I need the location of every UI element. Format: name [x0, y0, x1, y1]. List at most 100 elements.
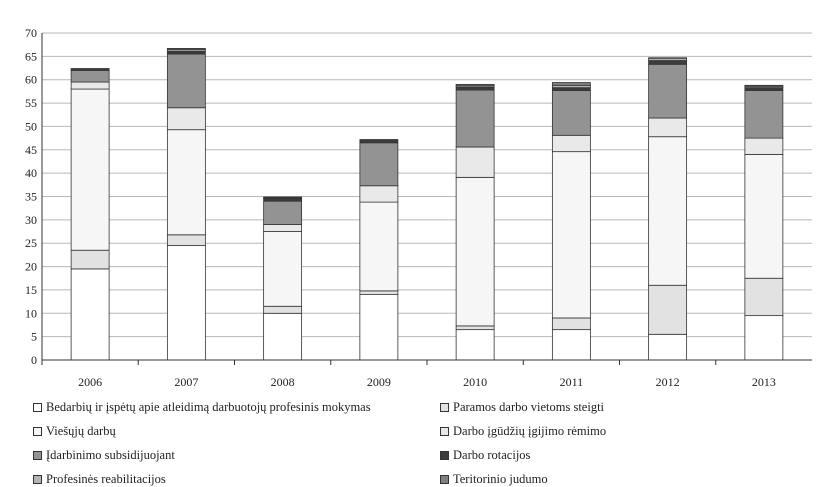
y-tick-label: 20: [25, 260, 37, 274]
bar-segment: [551, 151, 591, 319]
legend-label: Viešųjų darbų: [46, 424, 116, 438]
x-tick-label: 2007: [174, 375, 198, 389]
bar-segment: [455, 325, 495, 331]
bar-segment: [648, 63, 688, 119]
bar-segment: [263, 200, 303, 225]
y-tick-label: 40: [25, 166, 37, 180]
bar-segment: [263, 305, 303, 314]
legend-item: Paramos darbo vietoms steigti: [440, 400, 604, 415]
legend-swatch: [440, 427, 449, 436]
bar-segment: [648, 284, 688, 335]
y-tick-label: 45: [25, 143, 37, 157]
legend-label: Bedarbių ir įspėtų apie atleidimą darbuo…: [46, 400, 371, 414]
legend-swatch: [440, 451, 449, 460]
bar-segment: [455, 176, 495, 327]
bar-segment: [70, 81, 110, 90]
bar-segment: [359, 185, 399, 203]
legend-swatch: [33, 475, 42, 484]
legend-item: Darbo įgūdžių įgijimo rėmimo: [440, 424, 606, 439]
legend-swatch: [33, 403, 42, 412]
legend-label: Darbo rotacijos: [453, 448, 531, 462]
bar-segment: [744, 277, 784, 317]
x-tick-label: 2011: [560, 375, 584, 389]
x-tick-label: 2010: [463, 375, 487, 389]
y-tick-label: 0: [31, 353, 37, 367]
bar-segment: [359, 201, 399, 292]
bar-segment: [263, 231, 303, 307]
y-tick-label: 70: [25, 26, 37, 40]
bar-segment: [70, 69, 110, 83]
bar-segment: [359, 139, 399, 144]
y-tick-label: 15: [25, 283, 37, 297]
legend-swatch: [440, 403, 449, 412]
legend-swatch: [440, 475, 449, 484]
bar-segment: [166, 107, 206, 131]
bar-segment: [359, 290, 399, 295]
legend-item: Įdarbinimo subsidijuojant: [33, 448, 175, 463]
gridlines: [42, 32, 812, 361]
bar-segment: [70, 249, 110, 270]
bar-segment: [744, 315, 784, 361]
bar-segment: [648, 60, 688, 65]
legend-label: Paramos darbo vietoms steigti: [453, 400, 605, 414]
x-axis-tick-labels: 2006 2007 2008 2009 2010 2011 2012 2013: [41, 360, 776, 389]
legend-item: Teritorinio judumo: [440, 472, 548, 487]
bar-segment: [744, 137, 784, 155]
y-tick-label: 30: [25, 213, 37, 227]
bar-segment: [70, 68, 110, 71]
legend-item: Bedarbių ir įspėtų apie atleidimą darbuo…: [33, 400, 371, 415]
y-tick-label: 25: [25, 236, 37, 250]
bar-segment: [166, 50, 206, 55]
bar-segment: [744, 90, 784, 139]
bars: [70, 48, 784, 361]
legend-label: Darbo įgūdžių įgijimo rėmimo: [453, 424, 607, 438]
bar-segment: [359, 142, 399, 187]
legend-item: Viešųjų darbų: [33, 424, 116, 439]
x-tick-label: 2013: [752, 375, 776, 389]
bar-segment: [455, 329, 495, 361]
y-tick-label: 50: [25, 119, 37, 133]
bar-segment: [70, 88, 110, 251]
legend: Bedarbių ir įspėtų apie atleidimą darbuo…: [0, 396, 820, 487]
y-tick-label: 60: [25, 73, 37, 87]
y-tick-label: 10: [25, 306, 37, 320]
bar-segment: [455, 83, 495, 87]
bar-segment: [263, 224, 303, 232]
bar-segment: [166, 129, 206, 236]
bar-segment: [551, 317, 591, 331]
bar-segment: [551, 82, 591, 86]
bar-segment: [166, 245, 206, 361]
bar-segment: [551, 90, 591, 136]
bar-segment: [455, 89, 495, 148]
legend-label: Profesinės reabilitacijos: [46, 472, 166, 486]
bar-segment: [70, 268, 110, 361]
bar-segment: [263, 197, 303, 202]
legend-label: Teritorinio judumo: [453, 472, 548, 486]
bar-segment: [744, 154, 784, 279]
bar-segment: [263, 312, 303, 361]
legend-item: Profesinės reabilitacijos: [33, 472, 166, 487]
x-tick-label: 2006: [78, 375, 102, 389]
bar-segment: [166, 53, 206, 109]
y-tick-label: 35: [25, 190, 37, 204]
bar-segment: [648, 117, 688, 138]
bar-segment: [744, 84, 784, 87]
bar-segment: [648, 136, 688, 286]
y-tick-label: 65: [25, 49, 37, 63]
stacked-bar-chart: 0 5 10 15 20 25 30 35 40 45 50 55 60 65 70 2006 2007 200…: [25, 26, 812, 389]
legend-item: Darbo rotacijos: [440, 448, 530, 463]
bar-segment: [648, 333, 688, 361]
x-tick-label: 2009: [367, 375, 391, 389]
bar-segment: [455, 146, 495, 178]
bar-segment: [551, 87, 591, 91]
bar-segment: [359, 294, 399, 361]
y-tick-label: 55: [25, 96, 37, 110]
bar-segment: [166, 48, 206, 50]
bar-segment: [551, 329, 591, 361]
y-tick-label: 5: [31, 330, 37, 344]
bar-segment: [455, 86, 495, 91]
bar-segment: [166, 234, 206, 246]
y-axis-tick-labels: 0 5 10 15 20 25 30 35 40 45 50 55 60 65 70: [25, 26, 37, 367]
bar-segment: [551, 134, 591, 153]
